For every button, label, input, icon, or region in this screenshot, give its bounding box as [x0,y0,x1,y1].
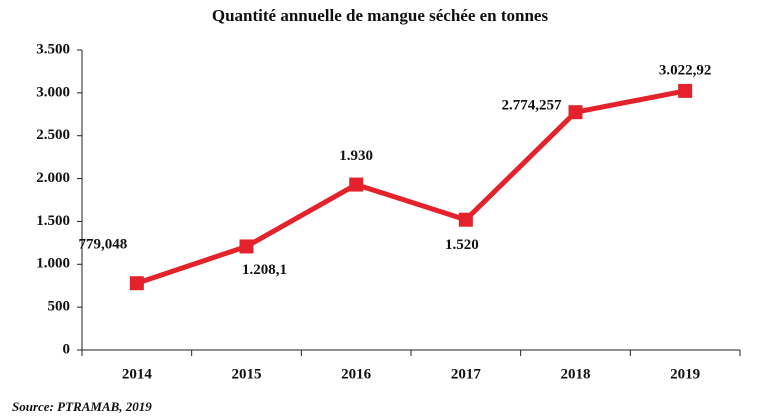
chart-title: Quantité annuelle de mangue séchée en to… [212,6,549,25]
y-tick-label: 2.000 [36,170,70,186]
point-marker [129,276,144,291]
y-tick-label: 2.500 [36,127,70,143]
x-tick-label: 2015 [232,366,262,382]
y-tick-label: 1.500 [36,213,70,229]
x-tick-label: 2017 [451,366,482,382]
x-tick-label: 2016 [341,366,372,382]
data-line [136,88,686,286]
data-label: 3.022,92 [659,62,712,78]
point-marker [568,105,583,120]
y-tick-label: 3.500 [36,41,70,57]
x-tick-label: 2014 [122,366,153,382]
data-label: 2.774,257 [502,98,563,114]
point-marker [239,239,254,254]
x-tick-label: 2018 [561,366,591,382]
y-tick-label: 500 [48,299,71,315]
y-tick-label: 3.000 [36,84,70,100]
y-tick-label: 0 [63,341,71,357]
data-label: 1.520 [445,237,479,253]
source-note: Source: PTRAMAB, 2019 [12,399,152,414]
data-label: 1.208,1 [242,262,287,278]
data-label: 779,048 [78,237,127,253]
point-marker [678,83,693,98]
point-marker [458,212,473,227]
point-marker [349,177,364,192]
data-label: 1.930 [339,148,373,164]
y-tick-label: 1.000 [36,256,70,272]
x-tick-label: 2019 [670,366,700,382]
